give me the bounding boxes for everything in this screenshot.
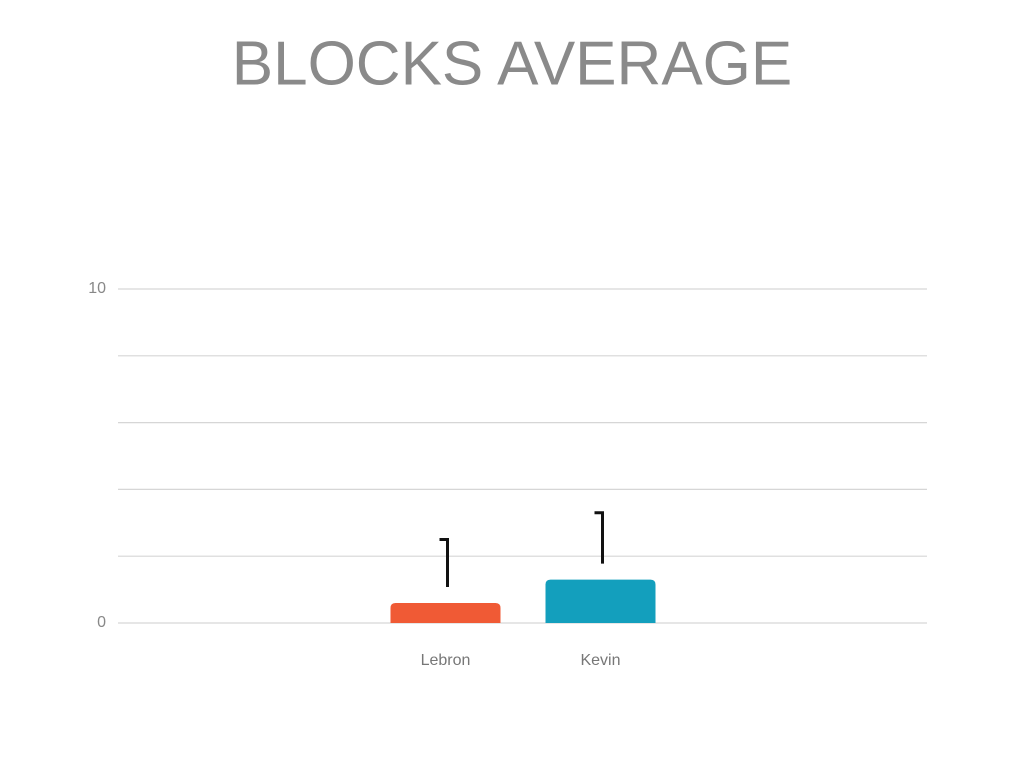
y-tick-label: 10 <box>88 280 106 297</box>
error-bar <box>439 538 449 587</box>
chart-title: BLOCKS AVERAGE <box>232 29 793 98</box>
bar <box>545 579 656 623</box>
x-tick-label: Lebron <box>421 652 471 669</box>
x-tick-label: Kevin <box>580 652 620 669</box>
y-tick-label: 0 <box>97 614 106 631</box>
error-bar <box>594 511 604 564</box>
bar <box>390 602 501 623</box>
